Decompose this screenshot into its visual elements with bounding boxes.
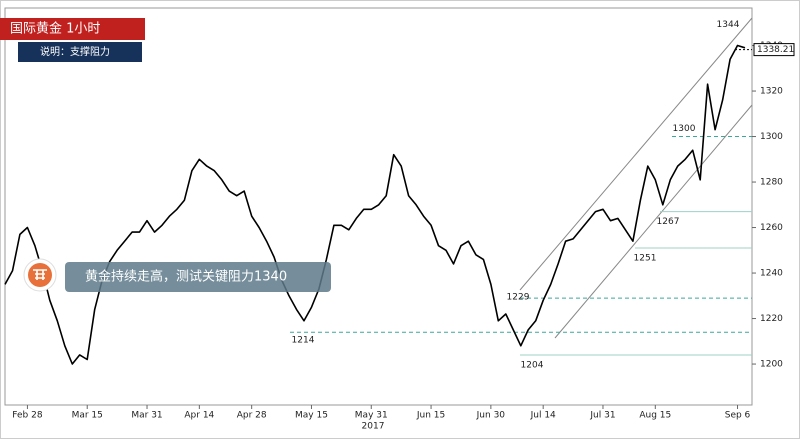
level-label: 1214 — [292, 336, 315, 346]
y-tick-label: 1320 — [760, 87, 783, 97]
x-tick-label: May 31 — [355, 411, 388, 421]
channel-lower — [554, 104, 753, 339]
x-tick-label: Mar 31 — [131, 411, 162, 421]
x-tick-label: Sep 6 — [725, 411, 751, 421]
level-label: 1267 — [657, 217, 680, 227]
x-tick-label: Jun 30 — [476, 411, 506, 421]
x-tick-label: Apr 14 — [184, 411, 214, 421]
y-tick-label: 1300 — [760, 132, 783, 142]
icon — [28, 263, 52, 287]
level-label: 1229 — [507, 293, 530, 303]
y-tick-label: 1280 — [760, 178, 783, 188]
title-box — [0, 18, 145, 40]
level-label: 1251 — [634, 254, 657, 264]
last-price-box — [753, 43, 795, 57]
annotation: 黄金持续走高，测试关键阻力1340 — [85, 269, 287, 285]
y-tick-label: 1200 — [760, 360, 783, 370]
x-tick-label: Jul 31 — [589, 411, 615, 421]
y-tick-label: 1260 — [760, 223, 783, 233]
x-tick-label: Feb 28 — [12, 411, 43, 421]
level-label: 1204 — [521, 360, 544, 370]
chart-title: 国际黄金 1小时 — [10, 21, 100, 37]
x-tick-label: Jun 15 — [416, 411, 445, 421]
chart-subtitle: 说明：支撑阻力 — [40, 45, 110, 58]
price-line — [4, 44, 746, 365]
subtitle-box — [18, 42, 142, 62]
x-tick-label: Jul 14 — [530, 411, 556, 421]
year-label: 2017 — [362, 422, 385, 432]
plot-border — [4, 7, 753, 406]
x-tick-label: Apr 28 — [237, 411, 267, 421]
y-tick-label: 1220 — [760, 314, 783, 324]
x-tick-label: May 15 — [295, 411, 328, 421]
last-price-label: 1338.21 — [757, 45, 794, 55]
annotation-box — [65, 262, 331, 292]
y-tick-label: 1240 — [760, 269, 783, 279]
x-tick-label: Aug 15 — [639, 411, 671, 421]
x-tick-label: Mar 15 — [72, 411, 103, 421]
level-label: 1344 — [717, 20, 740, 30]
level-label: 1300 — [673, 124, 696, 134]
channel-upper — [519, 17, 753, 291]
icon-glyph — [33, 269, 47, 280]
